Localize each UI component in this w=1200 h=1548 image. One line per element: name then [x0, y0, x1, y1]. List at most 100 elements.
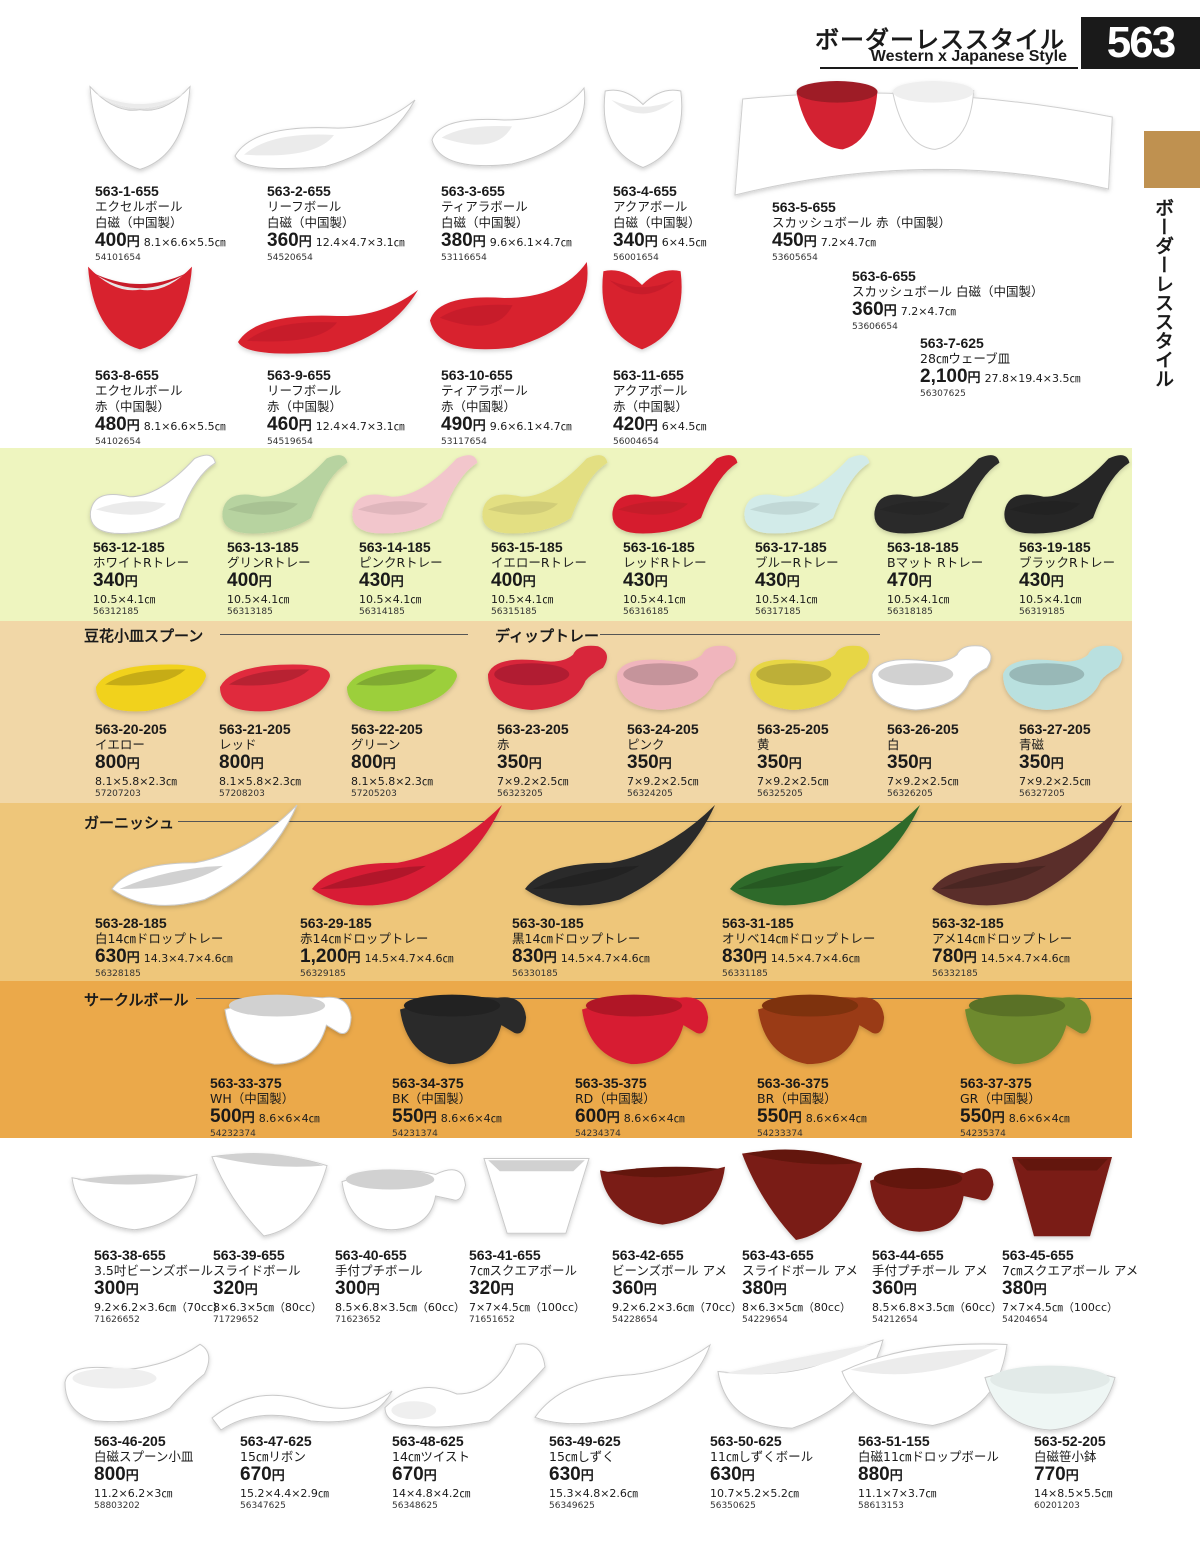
product-price-line: 300円	[94, 1279, 224, 1301]
product-size: 8.6×6×4㎝	[258, 1112, 320, 1125]
product-image-i21	[220, 664, 330, 712]
product-i2: 563-2-655 リーフボール 白磁（中国製） 360円 12.4×4.7×3.1㎝ 5…	[267, 183, 405, 263]
product-price: 300	[94, 1278, 126, 1299]
product-jan: 56324205	[627, 789, 673, 799]
product-name: 手付プチボール	[335, 1263, 423, 1278]
product-i46: 563-46-205 白磁スプーン小皿 800円 11.2×6.2×3㎝ 5880320…	[94, 1433, 193, 1511]
product-name: 黄	[757, 737, 770, 752]
product-price: 500	[210, 1106, 242, 1127]
product-i5: 563-5-655 スカッシュボール 赤（中国製） 450円 7.2×4.7㎝ 5360…	[772, 199, 951, 263]
product-price-line: 600円 8.6×6×4㎝	[575, 1107, 685, 1129]
yen-label: 円	[1033, 1283, 1047, 1298]
product-i4: 563-4-655 アクアボール 白磁（中国製） 340円 6×4.5㎝ 56001654	[613, 183, 706, 263]
product-jan: 54235374	[960, 1129, 1006, 1139]
product-price-line: 780円 14.5×4.7×4.6㎝	[932, 947, 1072, 969]
product-price-line: 770円	[1034, 1465, 1112, 1487]
product-image-i23	[488, 645, 607, 710]
product-i50: 563-50-625 11㎝しずくボール 630円 10.7×5.2×5.2㎝ 5635…	[710, 1433, 813, 1511]
product-image-i8	[88, 266, 192, 350]
product-code: 563-12-185	[93, 539, 165, 555]
product-price-line: 550円 8.6×6×4㎝	[960, 1107, 1070, 1129]
product-code: 563-8-655	[95, 367, 159, 383]
product-i8: 563-8-655 エクセルボール 赤（中国製） 480円 8.1×6.6×5.5㎝ 54…	[95, 367, 226, 447]
product-size: 27.8×19.4×3.5㎝	[984, 372, 1081, 385]
product-image-i41	[483, 1158, 590, 1234]
product-price: 880	[858, 1464, 890, 1485]
product-price-line: 380円 9.6×6.1×4.7㎝	[441, 231, 572, 253]
product-price-line: 670円	[240, 1465, 329, 1487]
product-code: 563-50-625	[710, 1433, 782, 1449]
product-name: 3.5吋ビーンズボール	[94, 1263, 214, 1278]
yen-label: 円	[347, 951, 361, 966]
product-price-line: 300円	[335, 1279, 465, 1301]
product-jan: 56307625	[920, 389, 966, 399]
product-code: 563-11-655	[613, 367, 684, 383]
product-size: 9.2×6.2×3.6㎝（70cc）	[612, 1301, 743, 1314]
product-name: 15㎝リボン	[240, 1449, 306, 1464]
product-price: 1,200	[300, 946, 348, 967]
yen-label: 円	[528, 757, 542, 772]
product-price-line: 430円	[623, 571, 707, 593]
product-name: イエロー	[95, 737, 145, 752]
product-name: オリベ14㎝ドロップトレー	[722, 931, 876, 946]
product-price: 800	[219, 752, 251, 773]
product-code: 563-49-625	[549, 1433, 621, 1449]
product-code: 563-31-185	[722, 915, 794, 931]
product-jan: 56312185	[93, 607, 139, 617]
product-code: 563-40-655	[335, 1247, 407, 1263]
product-code: 563-41-655	[469, 1247, 541, 1263]
product-jan: 57208203	[219, 789, 265, 799]
product-size: 7×9.2×2.5㎝	[1019, 775, 1091, 788]
page-number: 563	[1081, 17, 1200, 69]
product-jan: 54212654	[872, 1315, 918, 1325]
product-jan: 57207203	[95, 789, 141, 799]
product-name: リーフボール	[267, 199, 342, 214]
product-code: 563-48-625	[392, 1433, 464, 1449]
product-price-line: 460円 12.4×4.7×3.1㎝	[267, 415, 405, 437]
product-code: 563-17-185	[755, 539, 827, 555]
product-code: 563-10-655	[441, 367, 513, 383]
product-image-i25	[750, 645, 869, 710]
product-size: 7.2×4.7㎝	[820, 236, 876, 249]
product-code: 563-14-185	[359, 539, 431, 555]
product-size: 9.6×6.1×4.7㎝	[489, 236, 572, 249]
product-image-i15	[482, 455, 608, 534]
product-price-line: 800円	[351, 753, 433, 775]
product-jan: 56316185	[623, 607, 669, 617]
yen-label: 円	[250, 757, 264, 772]
product-code: 563-9-655	[267, 367, 331, 383]
product-jan: 56329185	[300, 969, 346, 979]
product-size: 12.4×4.7×3.1㎝	[315, 420, 405, 433]
product-size: 10.5×4.1㎝	[1019, 593, 1082, 606]
product-price: 320	[213, 1278, 245, 1299]
product-jan: 56314185	[359, 607, 405, 617]
product-size: 9.2×6.2×3.6㎝（70cc）	[94, 1301, 225, 1314]
product-jan: 56325205	[757, 789, 803, 799]
yen-label: 円	[298, 419, 312, 434]
product-price-line: 830円 14.5×4.7×4.6㎝	[512, 947, 650, 969]
product-price: 350	[627, 752, 659, 773]
product-image-i28	[111, 804, 298, 906]
product-code: 563-38-655	[94, 1247, 166, 1263]
yen-label: 円	[1065, 1469, 1079, 1484]
product-i44: 563-44-655 手付プチボール アメ 360円 8.5×6.8×3.5㎝（60c…	[872, 1247, 1002, 1325]
yen-label: 円	[1050, 575, 1064, 590]
product-size: 10.5×4.1㎝	[755, 593, 818, 606]
product-size: 8.5×6.8×3.5㎝（60cc）	[872, 1301, 1003, 1314]
product-jan: 56315185	[491, 607, 537, 617]
yen-label: 円	[606, 1111, 620, 1126]
product-price-line: 550円 8.6×6×4㎝	[392, 1107, 502, 1129]
product-i6: 563-6-655 スカッシュボール 白磁（中国製） 360円 7.2×4.7㎝ 536…	[852, 268, 1043, 332]
product-i3: 563-3-655 ティアラボール 白磁（中国製） 380円 9.6×6.1×4.7㎝ 5…	[441, 183, 572, 263]
product-name: ホワイトRトレー	[93, 555, 190, 570]
product-i31: 563-31-185 オリベ14㎝ドロップトレー 830円 14.5×4.7×4.6㎝…	[722, 915, 875, 979]
band-spoon-dip	[0, 621, 1132, 803]
product-i12: 563-12-185 ホワイトRトレー 340円 10.5×4.1㎝ 56312185	[93, 539, 189, 617]
yen-label: 円	[753, 951, 767, 966]
yen-label: 円	[773, 1283, 787, 1298]
product-image-i39	[211, 1153, 328, 1237]
product-i10: 563-10-655 ティアラボール 赤（中国製） 490円 9.6×6.1×4.7㎝ 5…	[441, 367, 572, 447]
product-price-line: 350円	[887, 753, 959, 775]
product-size: 8.5×6.8×3.5㎝（60cc）	[335, 1301, 466, 1314]
section-rule-spoon	[220, 634, 468, 635]
